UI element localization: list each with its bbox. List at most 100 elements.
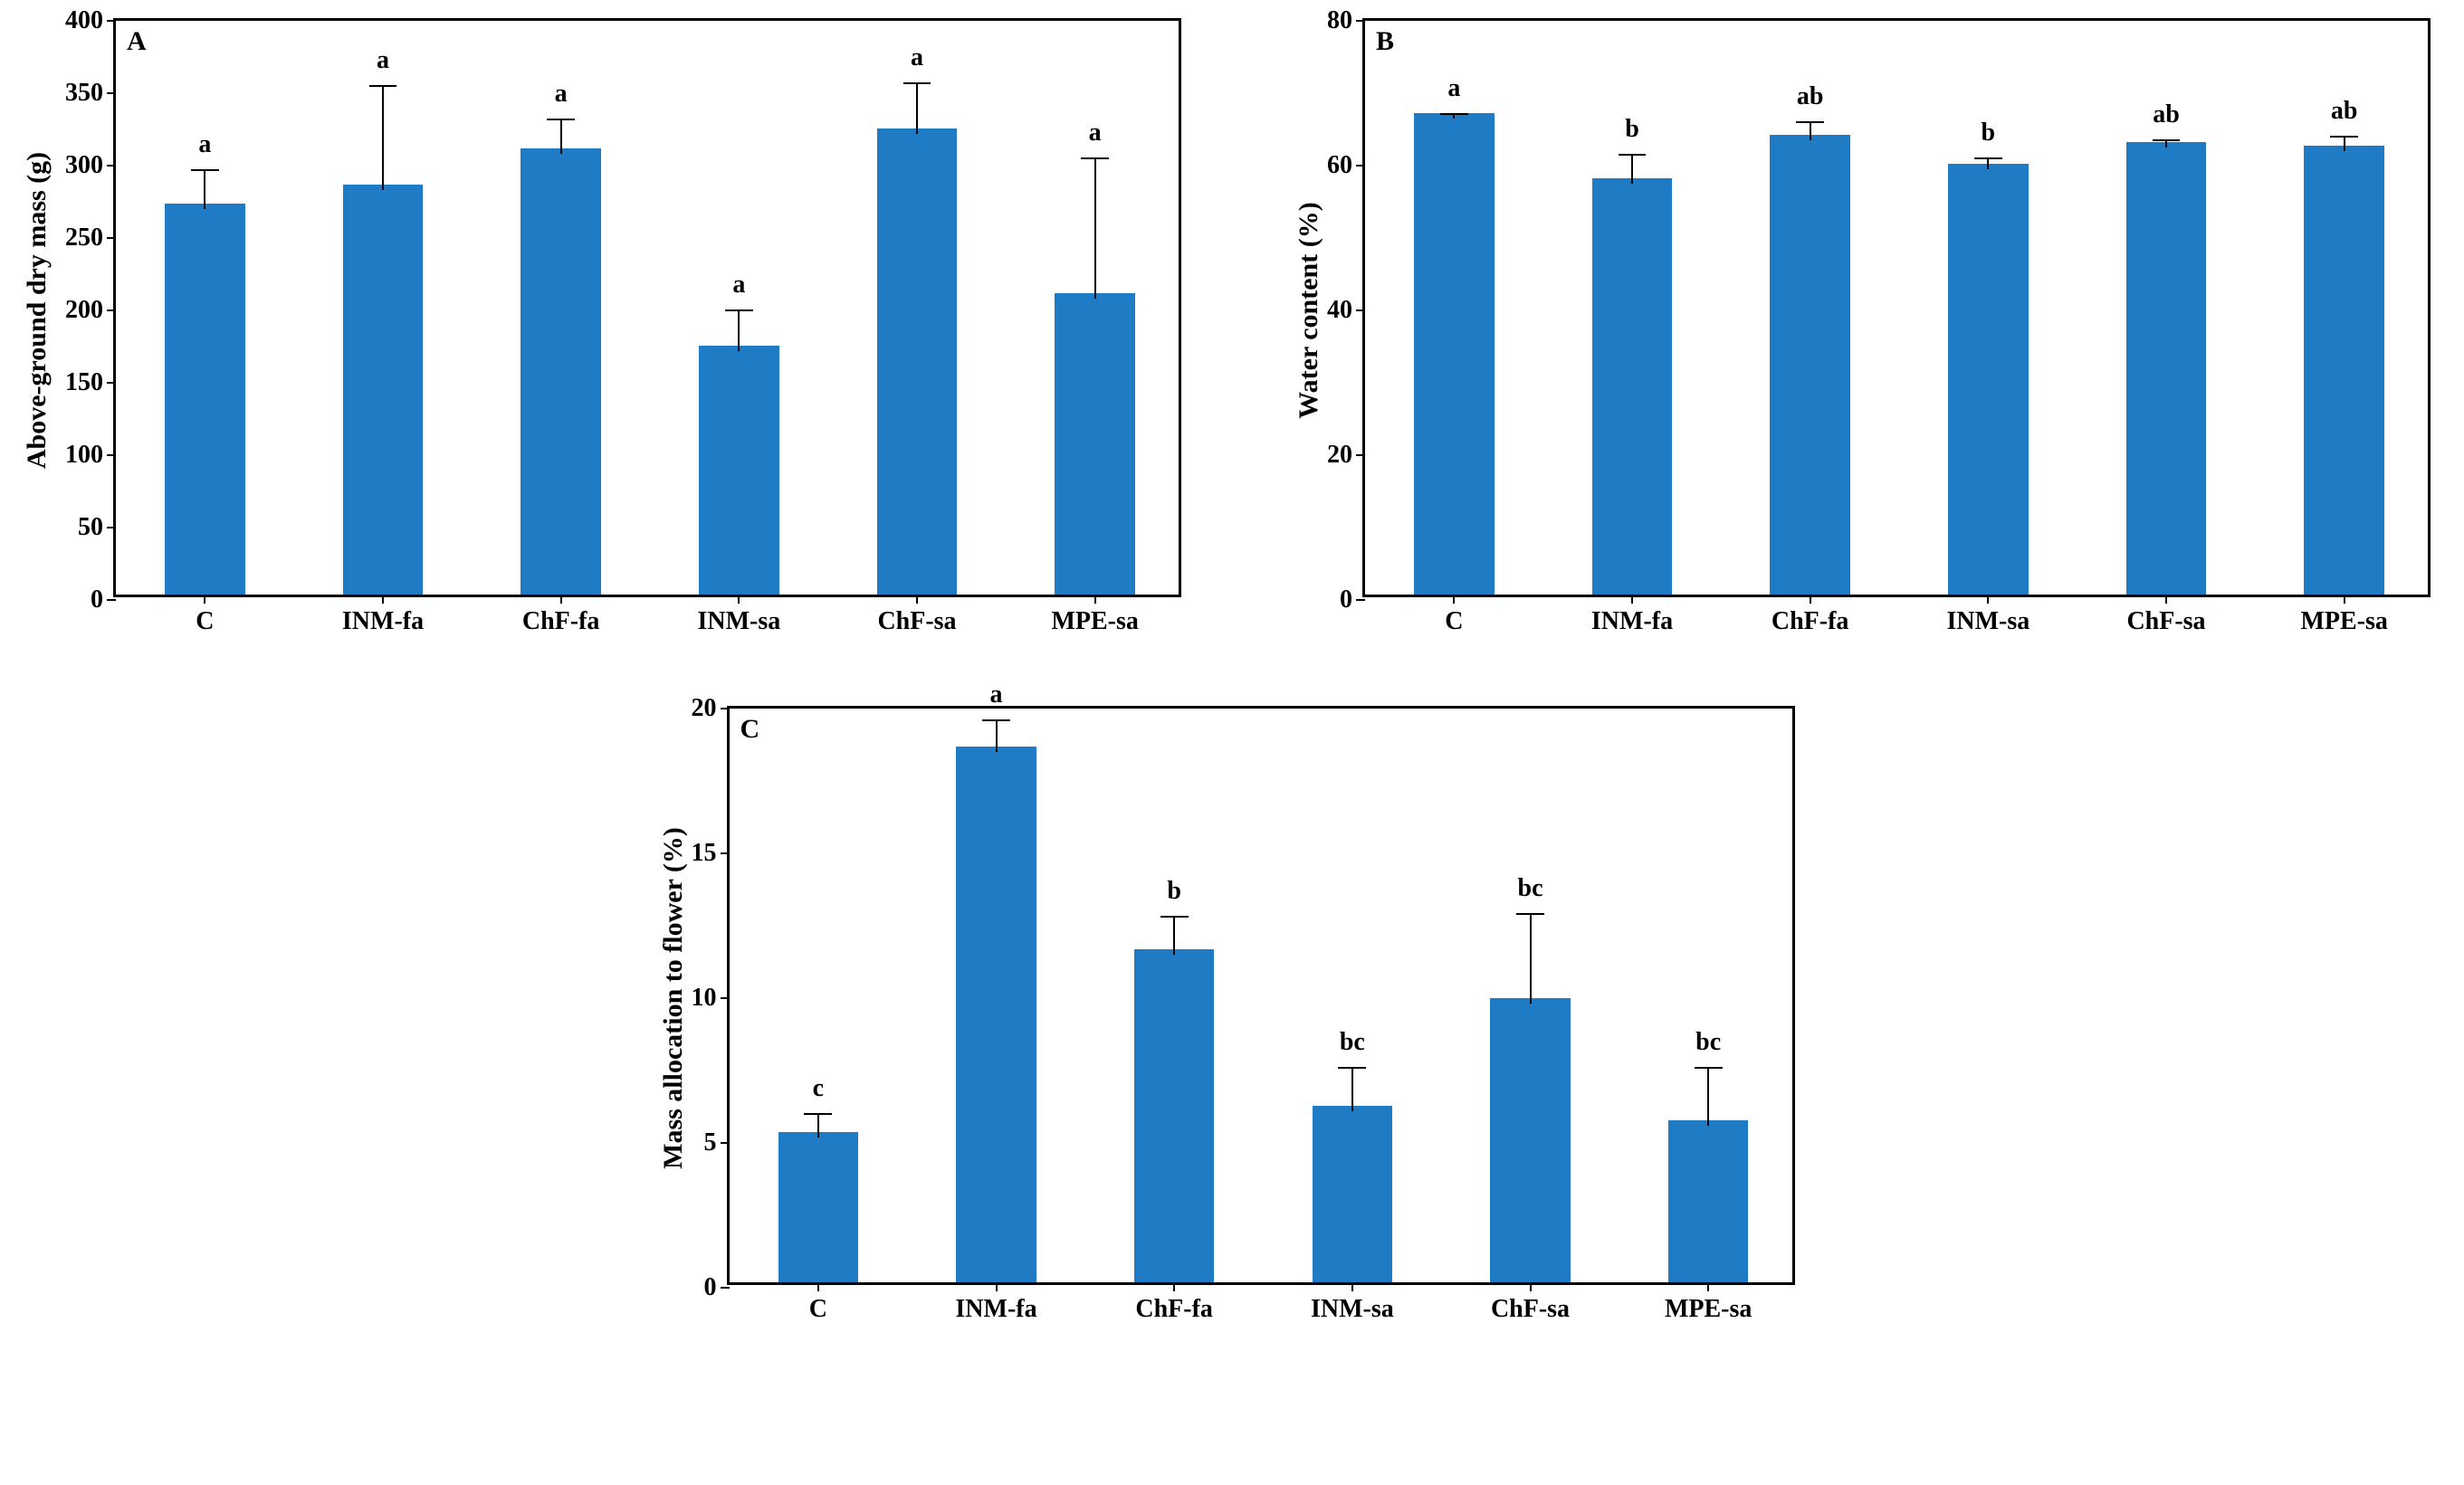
error-cap bbox=[547, 119, 575, 120]
significance-label: a bbox=[198, 130, 211, 159]
y-tick-label: 5 bbox=[704, 1128, 717, 1157]
x-tick-label: ChF-sa bbox=[877, 607, 956, 636]
panel-b: B020406080Water content (%)aCbINM-faabCh… bbox=[1290, 18, 2449, 670]
error-bar bbox=[204, 170, 205, 209]
y-tick bbox=[107, 92, 116, 94]
x-tick-label: MPE-sa bbox=[1051, 607, 1138, 636]
y-tick bbox=[107, 382, 116, 384]
bar bbox=[1770, 135, 1850, 595]
x-tick bbox=[1707, 1282, 1709, 1291]
error-cap bbox=[1796, 121, 1824, 123]
y-tick bbox=[107, 527, 116, 528]
bar bbox=[1490, 998, 1571, 1282]
error-cap bbox=[1974, 157, 2002, 159]
x-tick bbox=[1453, 595, 1455, 604]
significance-label: a bbox=[555, 80, 568, 109]
significance-label: a bbox=[990, 681, 1003, 709]
significance-label: bc bbox=[1518, 874, 1543, 903]
panel-letter: C bbox=[740, 714, 760, 745]
significance-label: ab bbox=[1797, 82, 1824, 111]
y-tick-label: 0 bbox=[1340, 585, 1352, 614]
bar bbox=[1948, 164, 2029, 595]
significance-label: b bbox=[1625, 115, 1639, 144]
y-tick bbox=[721, 997, 730, 999]
y-tick-label: 400 bbox=[65, 6, 103, 35]
x-tick bbox=[996, 1282, 998, 1291]
y-tick-label: 250 bbox=[65, 224, 103, 252]
error-bar bbox=[1810, 122, 1811, 140]
x-tick bbox=[1810, 595, 1811, 604]
x-tick bbox=[817, 1282, 819, 1291]
x-tick bbox=[916, 595, 918, 604]
y-tick-label: 0 bbox=[704, 1273, 717, 1302]
bar bbox=[1592, 178, 1673, 595]
x-tick-label: ChF-sa bbox=[2126, 607, 2205, 636]
significance-label: b bbox=[1167, 877, 1181, 906]
x-tick-label: ChF-sa bbox=[1491, 1295, 1570, 1324]
bar bbox=[1668, 1120, 1749, 1282]
error-bar bbox=[1530, 914, 1532, 1004]
error-cap bbox=[2330, 136, 2358, 138]
y-tick bbox=[721, 1142, 730, 1144]
y-tick-label: 20 bbox=[1327, 441, 1352, 470]
x-tick bbox=[560, 595, 562, 604]
panel-letter: B bbox=[1376, 26, 1394, 57]
chart-B: B020406080Water content (%)aCbINM-faabCh… bbox=[1290, 18, 2449, 670]
y-tick-label: 100 bbox=[65, 441, 103, 470]
error-bar bbox=[916, 83, 918, 134]
y-axis-title: Water content (%) bbox=[1294, 202, 1324, 418]
bar bbox=[2304, 146, 2384, 595]
x-tick-label: INM-sa bbox=[1311, 1295, 1394, 1324]
y-tick bbox=[721, 708, 730, 709]
significance-label: bc bbox=[1695, 1028, 1721, 1057]
x-tick bbox=[1173, 1282, 1175, 1291]
bar bbox=[343, 185, 424, 595]
error-bar bbox=[560, 119, 562, 154]
y-tick bbox=[1356, 454, 1365, 456]
panel-letter: A bbox=[127, 26, 147, 57]
y-tick bbox=[1356, 599, 1365, 601]
significance-label: a bbox=[732, 271, 745, 300]
x-tick bbox=[2344, 595, 2345, 604]
significance-label: bc bbox=[1340, 1028, 1365, 1057]
error-bar bbox=[1987, 158, 1989, 169]
y-tick-label: 80 bbox=[1327, 6, 1352, 35]
bar bbox=[2126, 142, 2207, 595]
y-tick-label: 300 bbox=[65, 151, 103, 180]
x-tick bbox=[2165, 595, 2167, 604]
y-tick bbox=[107, 454, 116, 456]
error-cap bbox=[1081, 157, 1109, 159]
chart-A: A050100150200250300350400Above-ground dr… bbox=[18, 18, 1199, 670]
x-tick-label: MPE-sa bbox=[1665, 1295, 1752, 1324]
y-tick-label: 20 bbox=[692, 694, 717, 723]
bar bbox=[1313, 1106, 1393, 1282]
error-cap bbox=[725, 309, 753, 311]
x-tick bbox=[204, 595, 205, 604]
x-tick bbox=[738, 595, 740, 604]
x-tick bbox=[1987, 595, 1989, 604]
error-cap bbox=[1516, 913, 1544, 915]
x-tick-label: C bbox=[1445, 607, 1463, 636]
bar bbox=[520, 148, 601, 595]
y-tick-label: 10 bbox=[692, 984, 717, 1013]
x-tick-label: INM-sa bbox=[1946, 607, 2029, 636]
error-bar bbox=[1351, 1068, 1353, 1111]
panel-a: A050100150200250300350400Above-ground dr… bbox=[18, 18, 1199, 670]
error-bar bbox=[382, 86, 384, 190]
x-tick bbox=[1530, 1282, 1532, 1291]
x-tick-label: ChF-fa bbox=[1772, 607, 1849, 636]
y-tick-label: 15 bbox=[692, 839, 717, 868]
bar bbox=[877, 129, 958, 595]
x-tick-label: INM-fa bbox=[1591, 607, 1673, 636]
y-tick bbox=[1356, 165, 1365, 167]
x-tick-label: C bbox=[809, 1295, 827, 1324]
y-tick bbox=[107, 165, 116, 167]
error-cap bbox=[804, 1113, 832, 1115]
y-tick-label: 40 bbox=[1327, 296, 1352, 325]
x-tick-label: MPE-sa bbox=[2300, 607, 2387, 636]
error-bar bbox=[817, 1114, 819, 1138]
chart-C: C05101520Mass allocation to flower (%)cC… bbox=[654, 706, 1813, 1357]
error-cap bbox=[1440, 113, 1468, 115]
y-tick bbox=[107, 20, 116, 22]
x-tick-label: INM-fa bbox=[342, 607, 424, 636]
